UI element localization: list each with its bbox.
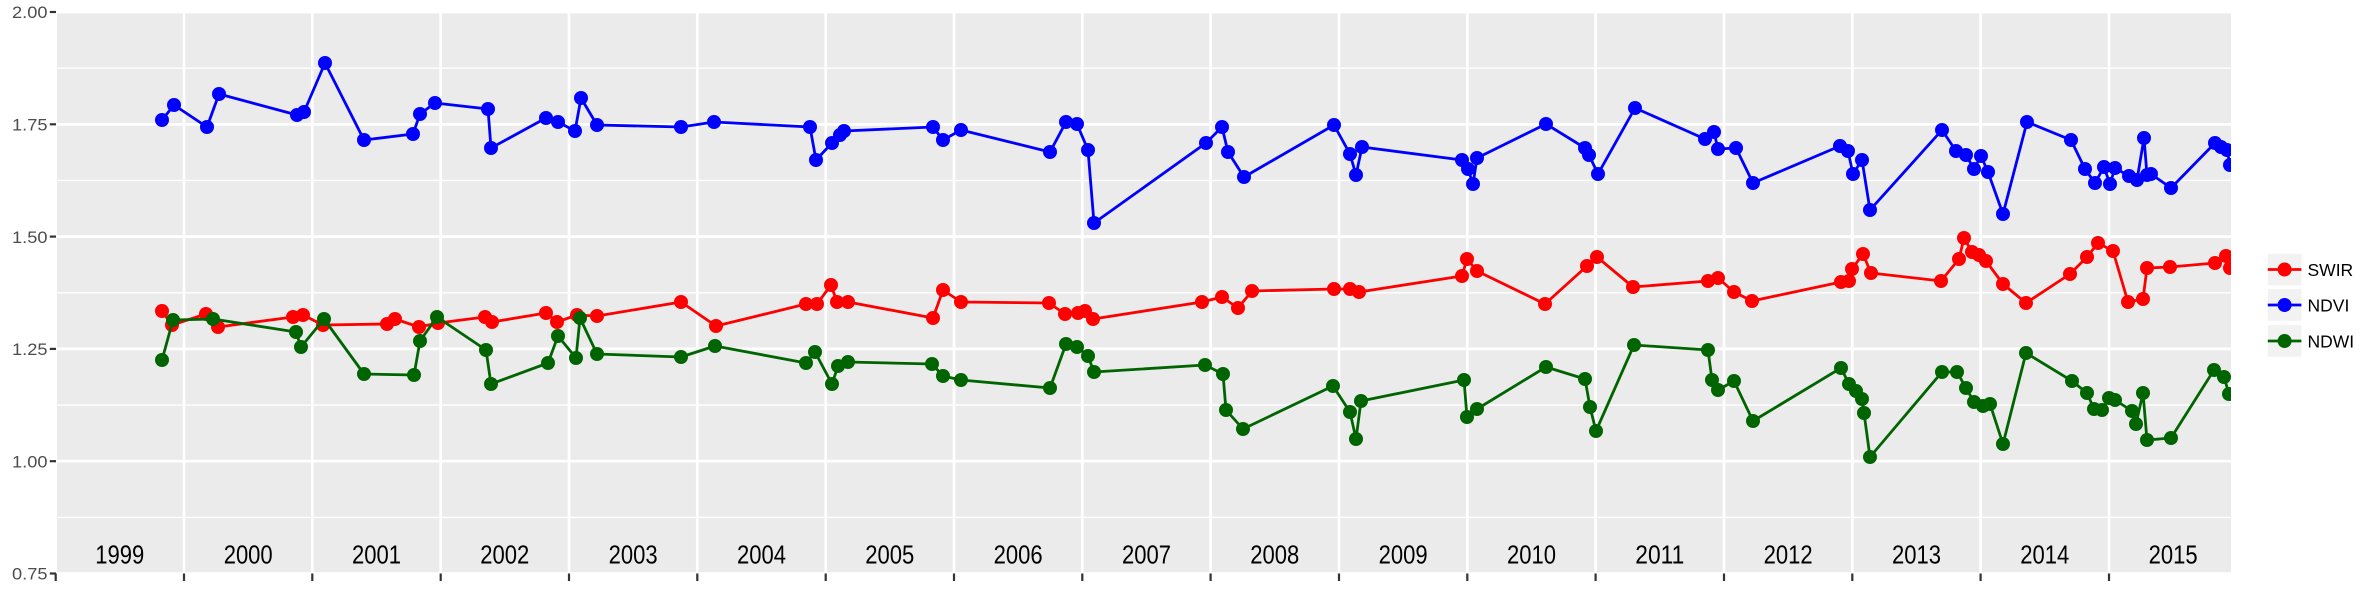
svg-text:2014: 2014 <box>2020 542 2069 570</box>
svg-text:2003: 2003 <box>609 542 658 570</box>
svg-text:2000: 2000 <box>224 542 273 570</box>
svg-text:SWIR: SWIR <box>2308 260 2354 280</box>
svg-text:2015: 2015 <box>2149 542 2198 570</box>
svg-text:1.50: 1.50 <box>12 228 48 247</box>
svg-text:2008: 2008 <box>1250 542 1299 570</box>
svg-text:2006: 2006 <box>994 542 1043 570</box>
svg-text:NDVI: NDVI <box>2308 295 2350 315</box>
svg-text:2011: 2011 <box>1635 542 1684 570</box>
svg-text:1.25: 1.25 <box>12 340 48 359</box>
svg-text:2002: 2002 <box>480 542 529 570</box>
svg-text:2012: 2012 <box>1764 542 1813 570</box>
svg-text:NDWI: NDWI <box>2308 331 2355 351</box>
svg-text:2004: 2004 <box>737 542 786 570</box>
svg-text:0.75: 0.75 <box>12 565 48 584</box>
svg-text:1.00: 1.00 <box>12 452 48 471</box>
svg-text:2.00: 2.00 <box>12 3 48 22</box>
svg-text:2005: 2005 <box>865 542 914 570</box>
svg-text:2007: 2007 <box>1122 542 1171 570</box>
svg-text:1.75: 1.75 <box>12 116 48 135</box>
svg-text:2013: 2013 <box>1892 542 1941 570</box>
svg-text:2010: 2010 <box>1507 542 1556 570</box>
svg-text:2009: 2009 <box>1379 542 1428 570</box>
svg-text:2001: 2001 <box>352 542 401 570</box>
svg-text:1999: 1999 <box>95 542 144 570</box>
